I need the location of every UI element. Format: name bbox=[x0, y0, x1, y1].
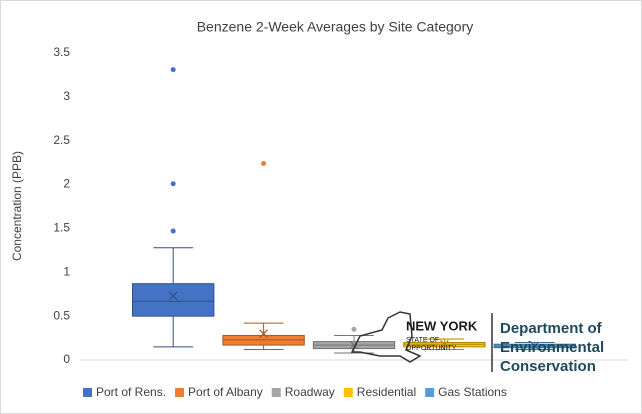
mean-marker bbox=[530, 341, 540, 351]
mean-marker bbox=[168, 291, 178, 301]
legend-swatch bbox=[343, 388, 353, 397]
logo-tagline: OPPORTUNITY bbox=[406, 345, 457, 352]
state-outline bbox=[350, 311, 422, 363]
legend-swatch bbox=[83, 388, 92, 397]
logo-tagline: STATE OF bbox=[406, 337, 439, 344]
legend-label: Roadway bbox=[285, 385, 335, 399]
mean-marker bbox=[259, 329, 269, 339]
y-tick-label: 0 bbox=[63, 352, 70, 366]
legend-swatch bbox=[425, 388, 435, 397]
outlier bbox=[170, 181, 176, 187]
box bbox=[132, 283, 215, 317]
y-tick-label: 3.5 bbox=[53, 45, 70, 59]
legend-label: Port of Rens. bbox=[96, 385, 166, 399]
outlier bbox=[170, 67, 176, 73]
logo-state: NEW YORK bbox=[406, 318, 478, 333]
legend-label: Gas Stations bbox=[438, 385, 507, 399]
logo-department: Department of bbox=[500, 320, 603, 337]
legend-label: Residential bbox=[357, 385, 416, 399]
outlier bbox=[170, 228, 176, 234]
logo: NEW YORK STATE OF OPPORTUNITY Department… bbox=[350, 311, 604, 375]
mean-marker bbox=[439, 339, 449, 349]
outlier bbox=[261, 161, 267, 167]
y-tick-label: 2.5 bbox=[53, 133, 70, 147]
chart-title: Benzene 2-Week Averages by Site Category bbox=[197, 19, 474, 35]
plot-area: 0 0.5 1 1.5 2 2.5 3 3.5 bbox=[53, 45, 576, 366]
y-tick-label: 1 bbox=[63, 264, 70, 278]
y-axis-label: Concentration (PPB) bbox=[10, 151, 24, 261]
legend: Port of Rens. Port of Albany Roadway Reside… bbox=[83, 385, 507, 399]
y-tick-label: 2 bbox=[63, 177, 70, 191]
legend-swatch bbox=[271, 388, 281, 397]
logo-department: Conservation bbox=[500, 358, 596, 375]
logo-department: Environmental bbox=[500, 339, 604, 356]
y-tick-label: 0.5 bbox=[53, 308, 70, 322]
legend-label: Port of Albany bbox=[188, 385, 263, 399]
outlier bbox=[351, 326, 357, 332]
legend-swatch bbox=[175, 388, 185, 397]
y-tick-label: 3 bbox=[63, 89, 70, 103]
y-tick-label: 1.5 bbox=[53, 221, 70, 235]
